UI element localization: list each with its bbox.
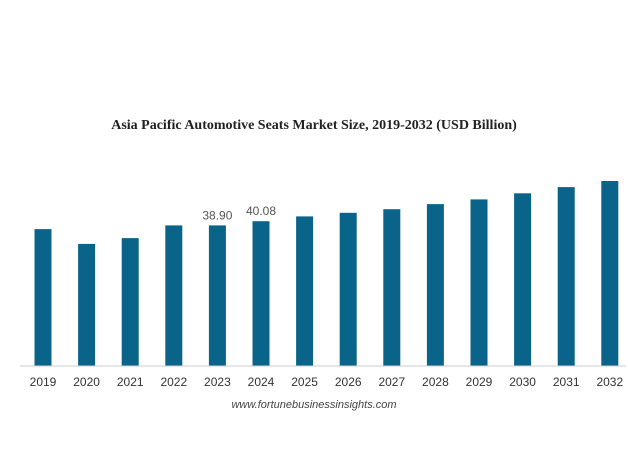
bar-2032 — [601, 181, 619, 366]
chart-title: Asia Pacific Automotive Seats Market Siz… — [111, 118, 517, 133]
data-label-2023: 38.90 — [202, 208, 232, 222]
x-tick-2029: 2029 — [466, 375, 493, 389]
bar-2026 — [339, 212, 357, 366]
x-tick-2022: 2022 — [160, 375, 187, 389]
data-label-2024: 40.08 — [246, 204, 276, 218]
x-tick-2030: 2030 — [509, 375, 536, 389]
bar-2024 — [252, 221, 270, 366]
x-tick-labels: 2019 2020 2021 2022 2023 2024 2025 2026 2027 2028… — [30, 375, 624, 389]
bar-2029 — [470, 199, 488, 366]
bar-2031 — [557, 187, 575, 366]
x-tick-2023: 2023 — [204, 375, 231, 389]
x-tick-2025: 2025 — [291, 375, 318, 389]
x-tick-2028: 2028 — [422, 375, 449, 389]
bar-2023 — [208, 225, 226, 366]
bar-2030 — [514, 193, 532, 366]
bars-group — [34, 181, 619, 366]
x-tick-2031: 2031 — [553, 375, 580, 389]
x-tick-2027: 2027 — [378, 375, 405, 389]
bar-2020 — [78, 243, 96, 366]
bar-2025 — [296, 216, 314, 366]
x-tick-2019: 2019 — [30, 375, 57, 389]
source-credit: www.fortunebusinessinsights.com — [231, 399, 397, 411]
x-tick-2032: 2032 — [596, 375, 623, 389]
x-tick-2026: 2026 — [335, 375, 362, 389]
x-tick-2024: 2024 — [248, 375, 275, 389]
bar-2019 — [34, 229, 52, 366]
x-tick-2021: 2021 — [117, 375, 144, 389]
data-labels: 38.90 40.08 — [202, 204, 276, 222]
x-tick-2020: 2020 — [73, 375, 100, 389]
bar-2022 — [165, 225, 183, 366]
bar-2027 — [383, 209, 401, 366]
bar-2028 — [426, 204, 444, 366]
bar-2021 — [121, 238, 139, 366]
